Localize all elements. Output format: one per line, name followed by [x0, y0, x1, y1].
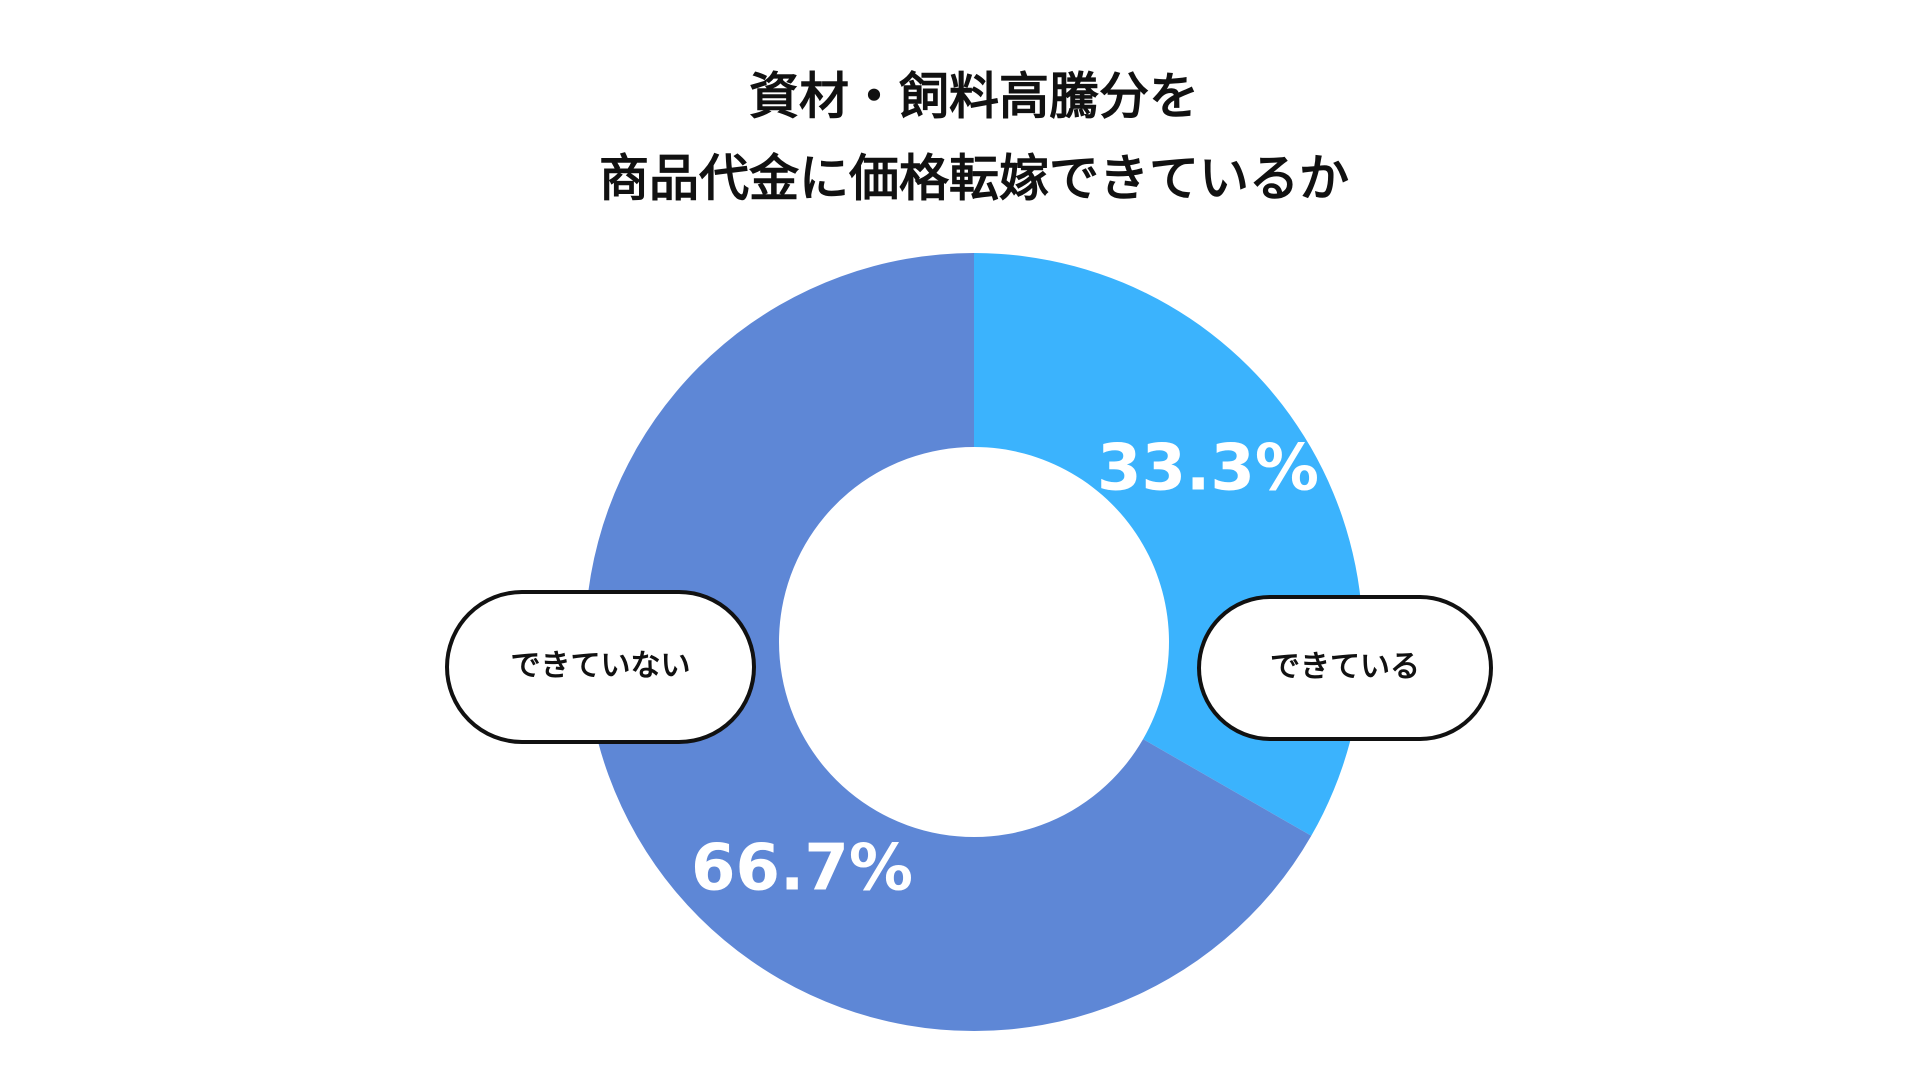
value-label: 33.3%: [1097, 432, 1319, 506]
chart-title: 資材・飼料高騰分を: [749, 68, 1199, 126]
chart-title: 商品代金に価格転嫁できているか: [599, 150, 1349, 208]
category-label: できていない: [511, 649, 691, 684]
category-label: できている: [1270, 650, 1420, 685]
category-pill: [445, 590, 756, 744]
donut-slice: [585, 253, 1312, 1031]
category-pill: [1197, 595, 1493, 741]
value-label: 66.7%: [691, 832, 913, 906]
